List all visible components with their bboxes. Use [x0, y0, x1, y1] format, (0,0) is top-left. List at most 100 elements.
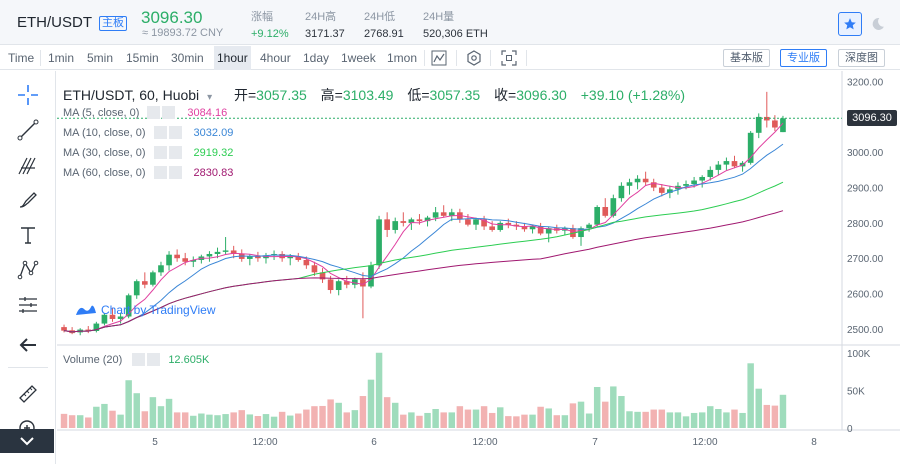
candle-body	[343, 281, 350, 285]
candle-body	[109, 314, 116, 319]
timeframe-time[interactable]: Time	[8, 51, 35, 65]
ruler-tool[interactable]	[14, 380, 42, 408]
candle-body	[408, 219, 415, 223]
watermark-text: Chart by TradingView	[101, 303, 216, 317]
ticker-bar: ETH/USDT 主板 3096.30 ≈ 19893.72 CNY 涨幅 +9…	[0, 0, 900, 45]
volume-controls[interactable]	[132, 353, 161, 366]
indicators-button[interactable]	[430, 49, 448, 67]
settings-icon[interactable]	[132, 353, 146, 366]
ma-controls[interactable]	[153, 126, 190, 139]
volume-bar	[230, 412, 237, 428]
candle-body	[513, 224, 520, 227]
settings-icon[interactable]	[147, 106, 161, 119]
timeframe-5min[interactable]: 5min	[87, 51, 114, 65]
divider	[456, 50, 457, 66]
settings-icon[interactable]	[153, 146, 167, 159]
volume-bar	[222, 414, 229, 428]
volume-bar	[585, 413, 593, 428]
ma-label[interactable]: MA (5, close, 0)	[63, 106, 140, 119]
volume-bar	[658, 409, 666, 428]
chart-canvas[interactable]: 3200.003100.003000.002900.002800.002700.…	[57, 71, 900, 464]
chart-area[interactable]: 3200.003100.003000.002900.002800.002700.…	[57, 71, 900, 464]
timeframe-1hour[interactable]: 1hour	[214, 46, 251, 70]
candle-body	[214, 251, 221, 254]
crosshair-tool[interactable]	[14, 81, 42, 109]
candle-body	[505, 222, 512, 225]
fullscreen-icon	[501, 50, 517, 66]
basic-view-button[interactable]: 基本版	[723, 49, 770, 67]
timeframe-1week[interactable]: 1week	[341, 51, 376, 65]
timeframe-1min[interactable]: 1min	[48, 51, 75, 65]
volume-bar	[537, 406, 544, 428]
candle-body	[691, 180, 697, 185]
divider	[526, 50, 527, 66]
candle-body	[222, 250, 229, 252]
depth-chart-button[interactable]: 深度图	[838, 49, 885, 67]
ma-label[interactable]: MA (60, close, 0)	[63, 166, 146, 179]
settings-icon[interactable]	[153, 126, 167, 139]
close-icon[interactable]	[162, 106, 176, 119]
close-icon[interactable]	[168, 166, 182, 179]
text-icon	[21, 227, 35, 244]
timeframe-30min[interactable]: 30min	[171, 51, 204, 65]
settings-button[interactable]	[465, 49, 483, 67]
candle-body	[287, 256, 294, 259]
close-icon[interactable]	[168, 146, 182, 159]
volume-bar	[521, 414, 528, 428]
trend-line-tool[interactable]	[14, 116, 42, 144]
volume-bar	[424, 412, 431, 428]
candle-body	[699, 176, 706, 181]
volume-label[interactable]: Volume (20)	[63, 353, 123, 366]
pro-view-button[interactable]: 专业版	[780, 49, 827, 67]
timeframe-15min[interactable]: 15min	[126, 51, 159, 65]
pair-name[interactable]: ETH/USDT	[17, 14, 92, 31]
candle-body	[618, 185, 625, 199]
candle-body	[610, 198, 617, 216]
candle-body	[731, 161, 738, 167]
volume-bar	[432, 409, 439, 428]
ma-controls[interactable]	[147, 106, 183, 119]
legend-dropdown-icon[interactable]: ▾	[207, 92, 213, 103]
ma-label[interactable]: MA (10, close, 0)	[63, 126, 146, 139]
timeframe-1day[interactable]: 1day	[303, 51, 330, 65]
measure-tool[interactable]	[14, 291, 42, 319]
volume-bar	[577, 401, 585, 428]
pattern-tool[interactable]	[14, 256, 42, 284]
candle-body	[602, 207, 609, 216]
ma-controls[interactable]	[153, 166, 190, 179]
volume-tick-label: 0	[847, 424, 853, 435]
brush-tool[interactable]	[14, 186, 42, 214]
volume-bar	[553, 415, 561, 428]
close-icon[interactable]	[168, 126, 182, 139]
volume-bar	[593, 386, 601, 428]
timeframe-4hour[interactable]: 4hour	[260, 51, 291, 65]
favorite-button[interactable]	[838, 12, 862, 36]
close-icon[interactable]	[147, 353, 161, 366]
volume-bar	[408, 412, 415, 428]
volume-bar	[295, 413, 302, 428]
volume-bar	[497, 407, 504, 428]
ma-label[interactable]: MA (30, close, 0)	[63, 146, 146, 159]
legend-high: 3103.49	[342, 87, 394, 103]
candle-body	[327, 279, 334, 291]
settings-icon[interactable]	[153, 166, 167, 179]
ma-controls[interactable]	[153, 146, 190, 159]
text-tool[interactable]	[14, 221, 42, 249]
tradingview-watermark[interactable]: Chart by TradingView	[75, 303, 216, 317]
legend-symbol[interactable]: ETH/USDT, 60, Huobi	[63, 87, 200, 103]
screenshot-button[interactable]	[500, 49, 518, 67]
candle-body	[586, 224, 592, 229]
ma-value: 3032.09	[193, 126, 234, 139]
time-tick-label: 12:00	[472, 437, 497, 448]
fib-tool[interactable]	[14, 151, 42, 179]
legend-low-label: 低=	[407, 87, 430, 103]
candle-body	[497, 222, 504, 230]
ma-line	[63, 210, 784, 333]
back-tool[interactable]	[14, 331, 42, 359]
timeframe-1mon[interactable]: 1mon	[387, 51, 418, 65]
ma-line	[63, 122, 784, 333]
price-tick-label: 2600.00	[847, 290, 884, 301]
price-tick-label: 3200.00	[847, 78, 884, 89]
theme-toggle-button[interactable]	[866, 12, 890, 36]
collapse-toolbar-button[interactable]	[0, 429, 54, 453]
